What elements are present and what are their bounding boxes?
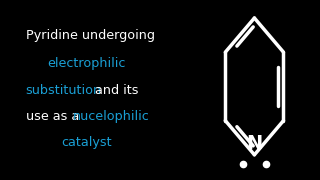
Text: N: N xyxy=(246,134,262,153)
Text: electrophilic: electrophilic xyxy=(47,57,125,70)
Text: catalyst: catalyst xyxy=(61,136,112,149)
Text: Pyridine undergoing: Pyridine undergoing xyxy=(26,30,155,42)
Text: and its: and its xyxy=(91,84,139,96)
Text: nucelophilic: nucelophilic xyxy=(73,110,150,123)
Text: substitution: substitution xyxy=(26,84,102,96)
Text: use as a: use as a xyxy=(26,110,83,123)
